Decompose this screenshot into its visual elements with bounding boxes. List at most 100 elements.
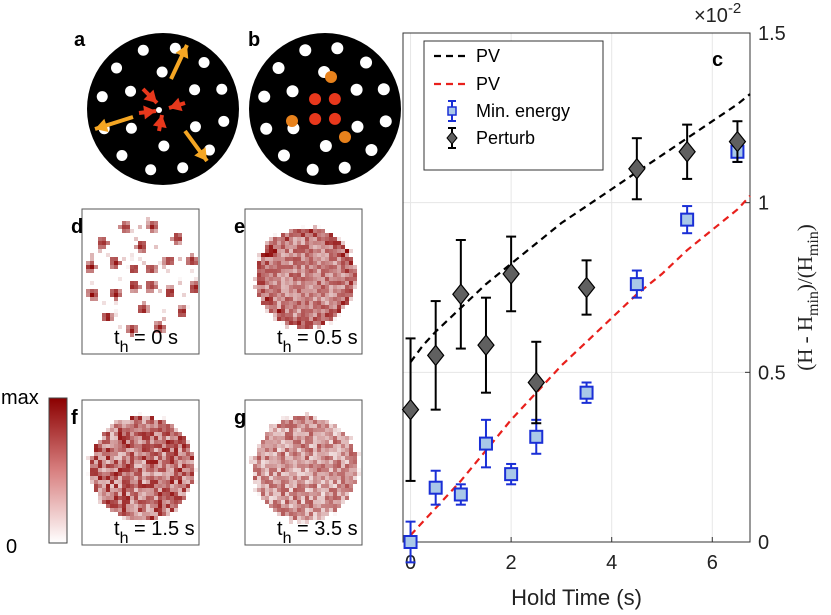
heatmap-cell	[142, 432, 146, 436]
heatmap-cell	[281, 504, 285, 508]
heatmap-cell	[297, 269, 301, 273]
heatmap-cell	[313, 492, 317, 496]
heatmap-cell	[138, 440, 142, 444]
heatmap-cell	[110, 504, 114, 508]
heatmap-cell	[150, 436, 154, 440]
heatmap-cell	[146, 500, 150, 504]
heatmap-cell	[90, 480, 94, 484]
heatmap-cell	[98, 488, 102, 492]
heatmap-cell	[293, 508, 297, 512]
heatmap-cell	[142, 261, 146, 265]
heatmap-cell	[281, 241, 285, 245]
heatmap-cell	[325, 241, 329, 245]
heatmap-cell	[337, 265, 341, 269]
heatmap-cell	[325, 309, 329, 313]
heatmap-cell	[110, 432, 114, 436]
heatmap-cell	[309, 309, 313, 313]
heatmap-cell	[118, 476, 122, 480]
heatmap-cell	[277, 468, 281, 472]
heatmap-cell	[102, 448, 106, 452]
heatmap-cell	[178, 281, 182, 285]
heatmap-cell	[158, 512, 162, 516]
heatmap-cell	[353, 281, 357, 285]
heatmap-cell	[293, 285, 297, 289]
heatmap-cell	[281, 321, 285, 325]
heatmap-cell	[333, 241, 337, 245]
heatmap-cell	[317, 468, 321, 472]
heatmap-cell	[309, 456, 313, 460]
heatmap-cell	[341, 496, 345, 500]
heatmap-cell	[174, 237, 178, 241]
heatmap-cell	[265, 293, 269, 297]
heatmap-cell	[126, 468, 130, 472]
heatmap-cell	[325, 456, 329, 460]
heatmap-cell	[277, 313, 281, 317]
heatmap-cell	[305, 480, 309, 484]
panel-letter-f: f	[71, 407, 78, 429]
heatmap-cell	[337, 249, 341, 253]
heatmap-cell	[273, 301, 277, 305]
heatmap-cell	[122, 476, 126, 480]
heatmap-cell	[265, 305, 269, 309]
heatmap-cell	[333, 504, 337, 508]
heatmap-cell	[130, 253, 134, 257]
heatmap-cell	[309, 488, 313, 492]
heatmap-cell	[313, 269, 317, 273]
heatmap-cell	[337, 460, 341, 464]
heatmap-cell	[293, 500, 297, 504]
heatmap-cell	[341, 452, 345, 456]
heatmap-cell	[269, 484, 273, 488]
heatmap-cell	[313, 508, 317, 512]
heatmap-cell	[317, 269, 321, 273]
data-point-min-energy	[428, 480, 443, 495]
heatmap-cell	[333, 237, 337, 241]
heatmap-cell	[277, 241, 281, 245]
heatmap-cell	[329, 456, 333, 460]
heatmap-cell	[269, 249, 273, 253]
heatmap-cell	[333, 305, 337, 309]
heatmap-cell	[321, 309, 325, 313]
heatmap-cell	[329, 476, 333, 480]
heatmap-cell	[341, 257, 345, 261]
heatmap-cell	[130, 480, 134, 484]
heatmap-cell	[277, 440, 281, 444]
heatmap-cell	[297, 472, 301, 476]
heatmap-cell	[150, 225, 154, 229]
heatmap-cell	[178, 309, 182, 313]
heatmap-cell	[277, 301, 281, 305]
heatmap-cell	[122, 512, 126, 516]
heatmap-cell	[273, 317, 277, 321]
heatmap-cell	[146, 305, 150, 309]
heatmap-cell	[269, 460, 273, 464]
heatmap-cell	[305, 297, 309, 301]
heatmap-cell	[297, 512, 301, 516]
heatmap-cell	[273, 508, 277, 512]
heatmap-cell	[321, 281, 325, 285]
heatmap-cell	[273, 289, 277, 293]
heatmap-cell	[118, 488, 122, 492]
heatmap-cell	[186, 480, 190, 484]
vortex-dot	[309, 112, 322, 125]
heatmap-cell	[317, 261, 321, 265]
heatmap-cell	[285, 261, 289, 265]
heatmap-cell	[130, 508, 134, 512]
heatmap-cell	[166, 424, 170, 428]
heatmap-cell	[98, 480, 102, 484]
heatmap-cell	[317, 309, 321, 313]
heatmap-cell	[90, 460, 94, 464]
heatmap-cell	[106, 456, 110, 460]
heatmap-cell	[349, 293, 353, 297]
heatmap-cell	[317, 476, 321, 480]
heatmap-cell	[122, 504, 126, 508]
heatmap-cell	[337, 281, 341, 285]
heatmap-cell	[142, 249, 146, 253]
heatmap-cell	[150, 468, 154, 472]
heatmap-cell	[289, 285, 293, 289]
heatmap-cell	[154, 432, 158, 436]
heatmap-cell	[174, 472, 178, 476]
heatmap-cell	[325, 297, 329, 301]
heatmap-cell	[293, 436, 297, 440]
heatmap-cell	[321, 464, 325, 468]
heatmap-cell	[333, 289, 337, 293]
heatmap-cell	[305, 257, 309, 261]
